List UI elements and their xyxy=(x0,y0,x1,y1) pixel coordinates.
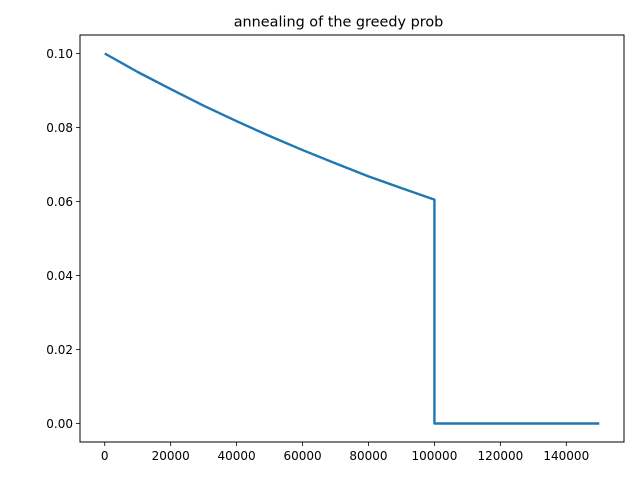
x-tick-label: 40000 xyxy=(218,449,256,463)
y-tick-label: 0.10 xyxy=(46,47,73,61)
x-tick-label: 120000 xyxy=(477,449,523,463)
series-line-0 xyxy=(104,52,600,425)
chart-title: annealing of the greedy prob xyxy=(234,15,444,31)
y-tick-label: 0.04 xyxy=(46,269,73,283)
y-tick-label: 0.00 xyxy=(46,417,73,431)
x-tick-label: 140000 xyxy=(543,449,589,463)
y-tick-label: 0.06 xyxy=(46,195,73,209)
plot-area xyxy=(104,52,600,425)
x-tick-label: 60000 xyxy=(283,449,321,463)
x-tick-label: 100000 xyxy=(412,449,458,463)
x-tick-label: 0 xyxy=(101,449,109,463)
y-tick-label: 0.08 xyxy=(46,121,73,135)
axes: 0 20000 40000 60000 80000 100000 120000 140000 0… xyxy=(46,34,625,463)
axes-frame xyxy=(79,34,625,443)
x-tick-label: 20000 xyxy=(152,449,190,463)
y-tick-label: 0.02 xyxy=(46,343,73,357)
x-tick-label: 80000 xyxy=(349,449,387,463)
